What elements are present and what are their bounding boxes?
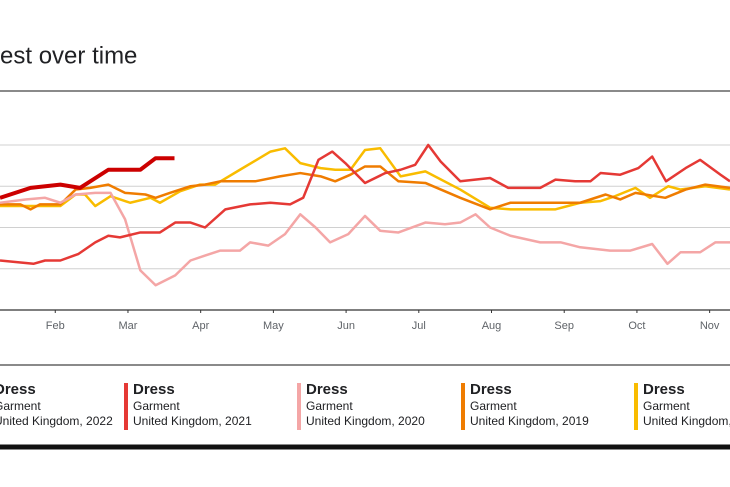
legend-name: Dress: [0, 381, 36, 398]
series-line: [0, 147, 730, 211]
x-tick-label: Apr: [192, 320, 209, 332]
legend-name: Dress: [643, 381, 685, 398]
legend-region: United Kingdom, 2020: [306, 414, 425, 428]
x-tick-label: Jul: [412, 320, 426, 332]
legend-swatch: [461, 383, 465, 430]
legend-swatch: [634, 383, 638, 430]
legend-region: United Kingdom, 2018: [643, 414, 730, 428]
series-line: [0, 156, 175, 200]
legend-name: Dress: [133, 381, 175, 398]
chart-title: Interest over time: [0, 42, 137, 69]
series-line: [0, 191, 730, 287]
x-tick-label: Feb: [46, 320, 65, 332]
x-tick-label: Mar: [118, 320, 137, 332]
x-tick-label: Aug: [482, 320, 502, 332]
legend-swatch: [124, 383, 128, 430]
legend-region: United Kingdom, 2022: [0, 414, 113, 428]
legend-name: Dress: [470, 381, 512, 398]
legend-region: United Kingdom, 2021: [133, 414, 252, 428]
legend-category: Garment: [306, 399, 353, 413]
series-line: [0, 165, 730, 211]
x-tick-label: Sep: [554, 320, 574, 332]
legend-category: Garment: [470, 399, 517, 413]
x-tick-label: Jun: [337, 320, 355, 332]
legend-category: Garment: [133, 399, 180, 413]
legend-swatch: [297, 383, 301, 430]
x-tick-label: May: [263, 320, 284, 332]
legend-region: United Kingdom, 2019: [470, 414, 589, 428]
x-tick-label: Oct: [628, 320, 645, 332]
x-tick-label: Nov: [700, 320, 720, 332]
legend-category: Garment: [0, 399, 41, 413]
legend-name: Dress: [306, 381, 348, 398]
legend-category: Garment: [643, 399, 690, 413]
series-line: [0, 143, 730, 266]
